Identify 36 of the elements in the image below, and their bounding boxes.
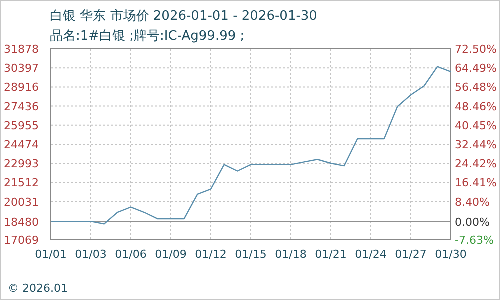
x-tick-label: 01/09 bbox=[155, 248, 187, 261]
y2-tick-label: 64.49% bbox=[455, 62, 497, 76]
y-tick-label: 28916 bbox=[4, 81, 39, 94]
y2-tick-label: 56.48% bbox=[455, 81, 497, 94]
y-tick-label: 18480 bbox=[4, 216, 39, 229]
y2-tick-label: 72.50% bbox=[455, 43, 497, 56]
x-tick-label: 01/03 bbox=[75, 248, 107, 261]
text: © 2026.01 bbox=[8, 282, 68, 295]
x-tick-label: 01/30 bbox=[435, 248, 467, 261]
y2-tick-label: 48.46% bbox=[455, 100, 497, 114]
y-tick-label: 21512 bbox=[4, 176, 39, 190]
x-tick-label: 01/01 bbox=[35, 248, 67, 261]
y-tick-label: 30397 bbox=[4, 62, 39, 76]
y-tick-label: 25955 bbox=[4, 119, 39, 132]
x-tick-label: 01/24 bbox=[355, 248, 387, 261]
y2-tick-label: 40.45% bbox=[455, 119, 497, 132]
chart-title: 白银 华东 市场价 2026-01-01 - 2026-01-30 bbox=[50, 9, 318, 24]
x-tick-label: 01/12 bbox=[195, 248, 227, 261]
x-tick-label: 01/27 bbox=[395, 248, 427, 261]
y-tick-label: 22993 bbox=[4, 158, 39, 171]
y-tick-label: 24474 bbox=[4, 138, 39, 152]
x-tick-label: 01/15 bbox=[235, 248, 267, 261]
y-tick-label: 31878 bbox=[4, 43, 39, 56]
y2-tick-label: 24.42% bbox=[455, 158, 497, 171]
chart-subtitle: 品名:1#白银 ;牌号:IC-Ag99.99 ; bbox=[50, 29, 245, 44]
y2-tick-label: 16.41% bbox=[455, 176, 497, 190]
y2-tick-label: -7.63% bbox=[455, 234, 494, 247]
y-tick-label: 20031 bbox=[4, 196, 39, 209]
x-tick-label: 01/06 bbox=[115, 248, 147, 261]
x-tick-label: 01/21 bbox=[315, 248, 347, 261]
y2-tick-label: 32.44% bbox=[455, 138, 497, 152]
x-tick-label: 01/18 bbox=[275, 248, 307, 261]
y2-tick-label: 8.40% bbox=[455, 196, 490, 209]
y-tick-label: 27436 bbox=[4, 100, 39, 114]
y2-tick-label: 0.00% bbox=[455, 216, 490, 229]
y-tick-label: 17069 bbox=[4, 234, 39, 247]
